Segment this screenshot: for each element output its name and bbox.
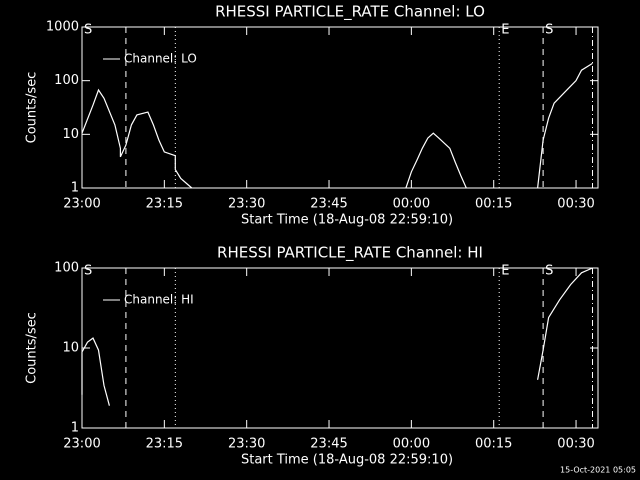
timestamp: 15-Oct-2021 05:05 bbox=[560, 466, 636, 475]
x-tick-label: 23:45 bbox=[310, 437, 347, 452]
x-tick-label: 23:15 bbox=[146, 437, 183, 452]
event-label: S bbox=[545, 264, 553, 279]
x-axis-label: Start Time (18-Aug-08 22:59:10) bbox=[241, 453, 453, 468]
event-label: S bbox=[84, 23, 92, 38]
x-tick-label: 23:00 bbox=[63, 437, 100, 452]
x-axis-label: Start Time (18-Aug-08 22:59:10) bbox=[241, 213, 453, 228]
series-line bbox=[81, 62, 593, 189]
y-axis-label: Counts/sec bbox=[25, 312, 40, 384]
x-tick-label: 23:15 bbox=[146, 197, 183, 212]
event-label: S bbox=[545, 23, 553, 38]
x-tick-label: 00:00 bbox=[393, 197, 430, 212]
event-label: E bbox=[501, 23, 509, 38]
x-tick-label: 23:30 bbox=[228, 437, 265, 452]
x-tick-label: 23:45 bbox=[310, 197, 347, 212]
legend-label: Channel: LO bbox=[124, 52, 197, 66]
x-tick-label: 00:30 bbox=[557, 437, 594, 452]
y-tick-label: 1 bbox=[71, 181, 79, 196]
chart-title: RHESSI PARTICLE_RATE Channel: HI bbox=[217, 244, 483, 263]
plot-frame bbox=[81, 26, 599, 189]
chart-title: RHESSI PARTICLE_RATE Channel: LO bbox=[215, 3, 485, 22]
y-tick-label: 100 bbox=[54, 261, 79, 276]
y-axis-label: Counts/sec bbox=[25, 72, 40, 144]
y-tick-label: 10 bbox=[62, 341, 79, 356]
y-tick-label: 100 bbox=[54, 73, 79, 88]
y-tick-label: 1 bbox=[71, 421, 79, 436]
event-label: E bbox=[501, 264, 509, 279]
x-tick-label: 23:30 bbox=[228, 197, 265, 212]
event-label: S bbox=[84, 264, 92, 279]
x-tick-label: 00:15 bbox=[475, 437, 512, 452]
x-tick-label: 23:00 bbox=[63, 197, 100, 212]
x-tick-label: 00:00 bbox=[393, 437, 430, 452]
y-tick-label: 1000 bbox=[46, 20, 79, 35]
y-tick-label: 10 bbox=[62, 127, 79, 142]
series-line bbox=[81, 267, 593, 406]
x-tick-label: 00:30 bbox=[557, 197, 594, 212]
legend-label: Channel: HI bbox=[124, 293, 194, 307]
x-tick-label: 00:15 bbox=[475, 197, 512, 212]
